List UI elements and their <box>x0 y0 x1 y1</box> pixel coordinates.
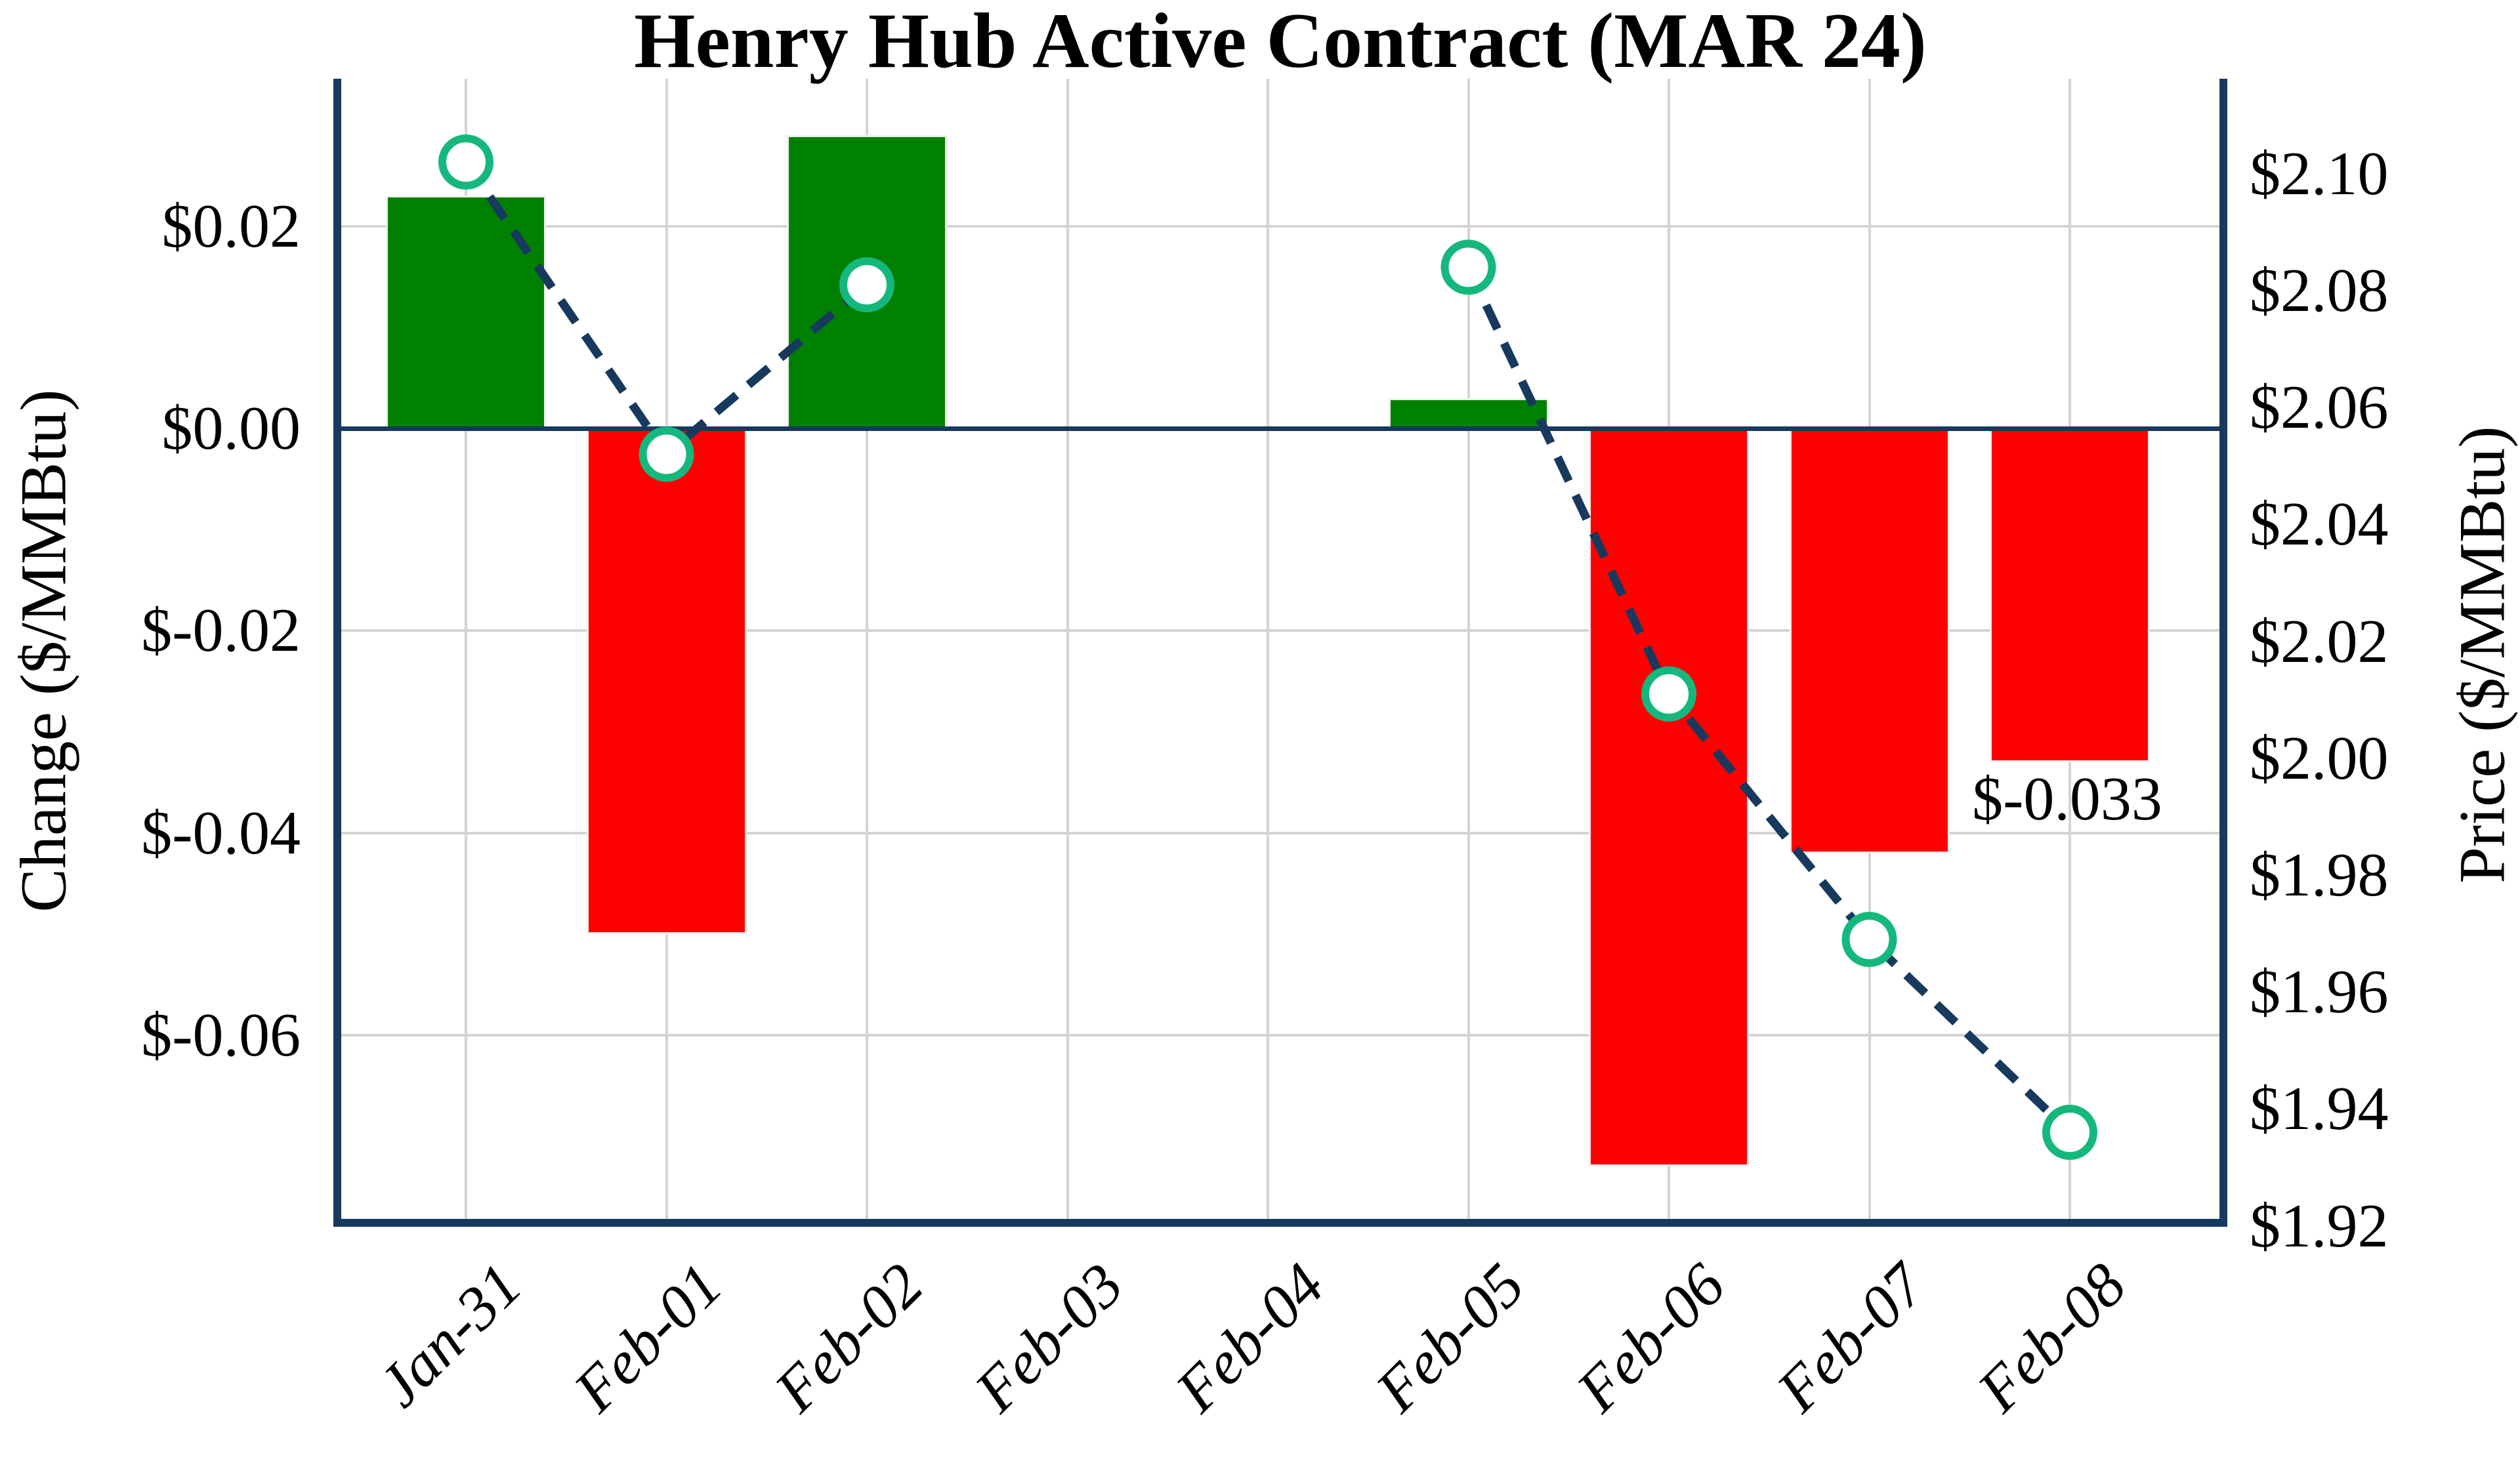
price-marker-Feb-01 <box>639 426 694 482</box>
right-axis-tick-label: $2.04 <box>2250 490 2389 559</box>
right-axis-tick-label: $1.92 <box>2250 1191 2389 1260</box>
bottom-spine <box>333 1219 2227 1227</box>
right-axis-tick-label: $2.10 <box>2250 139 2389 208</box>
chart-title: Henry Hub Active Contract (MAR 24) <box>634 0 1927 84</box>
right-axis-title: Price ($/MMBtu) <box>2445 426 2519 884</box>
price-line-segment <box>462 159 870 461</box>
left-axis-tick-label: $-0.06 <box>141 1001 301 1070</box>
price-marker-Feb-08 <box>2042 1105 2097 1161</box>
horizontal-gridline <box>337 224 2223 228</box>
price-line-segment <box>1464 265 2073 1136</box>
left-axis-tick-label: $-0.04 <box>141 798 301 867</box>
price-marker-Jan-31 <box>438 134 494 190</box>
right-axis-tick-label: $2.00 <box>2250 724 2389 792</box>
left-axis-tick-label: $-0.02 <box>141 596 301 665</box>
change-bar-Feb-06 <box>1589 428 1749 1167</box>
change-bar-Feb-01 <box>586 428 747 934</box>
price-marker-Feb-05 <box>1440 239 1496 295</box>
right-spine <box>2219 79 2227 1227</box>
horizontal-gridline <box>337 831 2223 834</box>
left-axis-tick-label: $0.00 <box>161 394 301 462</box>
change-bar-Feb-07 <box>1789 428 1950 853</box>
change-annotation: $-0.033 <box>1972 765 2162 833</box>
vertical-gridline <box>1066 79 1069 1223</box>
left-axis-title: Change ($/MMBtu) <box>7 389 80 913</box>
horizontal-gridline <box>337 1034 2223 1037</box>
right-axis-tick-label: $2.06 <box>2250 373 2389 442</box>
vertical-gridline <box>866 79 868 1223</box>
vertical-gridline <box>1267 79 1269 1223</box>
vertical-gridline <box>465 79 467 1223</box>
left-axis-tick-label: $0.02 <box>161 192 301 260</box>
right-axis-tick-label: $1.96 <box>2250 958 2389 1027</box>
right-axis-tick-label: $2.02 <box>2250 607 2389 676</box>
price-marker-Feb-07 <box>1841 912 1897 968</box>
horizontal-gridline <box>337 629 2223 632</box>
right-axis-tick-label: $1.98 <box>2250 841 2389 909</box>
zero-line <box>337 426 2223 431</box>
right-axis-tick-label: $1.94 <box>2250 1075 2389 1143</box>
right-axis-tick-label: $2.08 <box>2250 257 2389 325</box>
price-marker-Feb-06 <box>1641 666 1696 722</box>
vertical-gridline <box>1467 79 1470 1223</box>
left-spine <box>333 79 341 1227</box>
price-marker-Feb-02 <box>839 257 894 313</box>
